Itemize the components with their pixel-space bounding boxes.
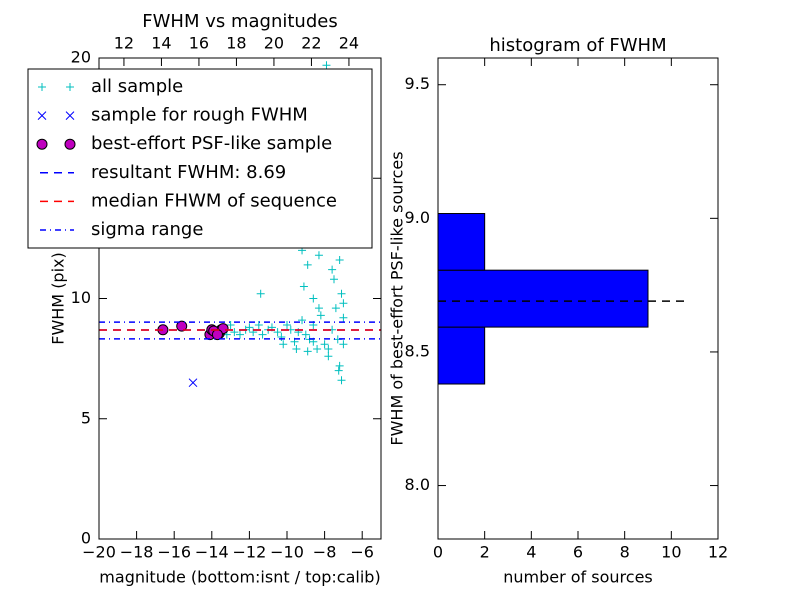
x-tick-label: −12 (233, 543, 267, 562)
point (320, 340, 329, 349)
y-tick-label: 10 (71, 288, 91, 307)
x-tick-label: 6 (573, 543, 583, 562)
x-tick-label: 2 (480, 543, 490, 562)
x2-tick-label: 14 (151, 34, 171, 53)
legend-marker (66, 83, 74, 91)
y-tick-label: 8.0 (405, 475, 430, 494)
point (283, 320, 291, 329)
point (339, 340, 348, 349)
point (299, 282, 308, 291)
point (334, 366, 343, 375)
point (230, 328, 239, 337)
y-tick-label: 9.5 (405, 74, 430, 93)
y-axis-label: FWHM of best-effort PSF-like sources (388, 151, 407, 445)
point (303, 260, 312, 269)
legend-marker (37, 111, 47, 120)
legend-marker (36, 138, 48, 150)
point (331, 304, 340, 313)
y-tick-label: 5 (81, 408, 91, 427)
x-tick-label: 12 (708, 543, 728, 562)
point (273, 328, 282, 337)
legend-label: all sample (91, 76, 183, 97)
y-tick-label: 8.5 (405, 341, 430, 360)
x2-tick-label: 12 (114, 34, 134, 53)
point (298, 316, 307, 325)
x-axis-label: number of sources (503, 568, 653, 587)
point (330, 275, 338, 284)
y-tick-label: 20 (71, 48, 91, 67)
x-tick-label: −16 (157, 543, 191, 562)
x2-tick-label: 24 (339, 34, 359, 53)
legend-label: median FHWM of sequence (91, 190, 337, 211)
point (337, 289, 346, 298)
axes-frame (437, 57, 719, 540)
legend (27, 68, 373, 249)
point (309, 294, 318, 303)
point (188, 378, 198, 388)
legend-marker (65, 111, 75, 120)
x2-tick-label: 22 (301, 34, 321, 53)
point (254, 320, 263, 329)
point (303, 347, 312, 356)
point (245, 323, 254, 332)
point (328, 265, 337, 274)
point (314, 304, 323, 313)
point (324, 345, 333, 354)
point (337, 376, 346, 385)
point (335, 361, 344, 370)
x-tick-label: −6 (350, 543, 374, 562)
x2-tick-label: 20 (264, 34, 284, 53)
x-tick-label: 8 (620, 543, 630, 562)
point (292, 345, 301, 354)
point (339, 313, 348, 322)
y-axis-label: FWHM (pix) (49, 252, 68, 345)
point (226, 320, 235, 329)
point (335, 256, 344, 265)
point (279, 340, 288, 349)
point (176, 320, 188, 332)
axes-frame (98, 57, 382, 540)
x-tick-label: −14 (195, 543, 229, 562)
chart-title: histogram of FWHM (489, 35, 666, 56)
point (301, 330, 310, 339)
point (324, 352, 333, 361)
bar (437, 269, 649, 328)
x2-tick-label: 18 (226, 34, 246, 53)
y-tick-label: 9.0 (405, 208, 430, 227)
legend-marker (64, 138, 76, 150)
x-tick-label: −18 (120, 543, 154, 562)
point (322, 61, 331, 70)
legend-label: resultant FWHM: 8.69 (91, 162, 286, 183)
x-tick-label: −8 (313, 543, 337, 562)
x-tick-label: −10 (270, 543, 304, 562)
point (316, 311, 325, 320)
x2-tick-label: 16 (189, 34, 209, 53)
x-tick-label: 4 (526, 543, 536, 562)
legend-label: sample for rough FWHM (91, 105, 308, 126)
point (211, 329, 223, 341)
legend-marker (38, 83, 46, 91)
legend-label: sigma range (91, 219, 203, 240)
point (339, 299, 348, 308)
x-axis-label: magnitude (bottom:isnt / top:calib) (99, 568, 380, 587)
y-tick-label: 0 (81, 529, 91, 548)
point (277, 332, 286, 341)
x-tick-label: 10 (661, 543, 681, 562)
point (236, 330, 244, 339)
point (313, 345, 322, 354)
point (314, 251, 323, 260)
chart-title: FWHM vs magnitudes (142, 11, 337, 32)
x-tick-label: 0 (433, 543, 443, 562)
point (258, 330, 267, 339)
bar (437, 213, 486, 271)
point (256, 289, 265, 298)
bar (437, 326, 486, 385)
legend-label: best-effort PSF-like sample (91, 133, 332, 154)
x-tick-label: −20 (82, 543, 116, 562)
